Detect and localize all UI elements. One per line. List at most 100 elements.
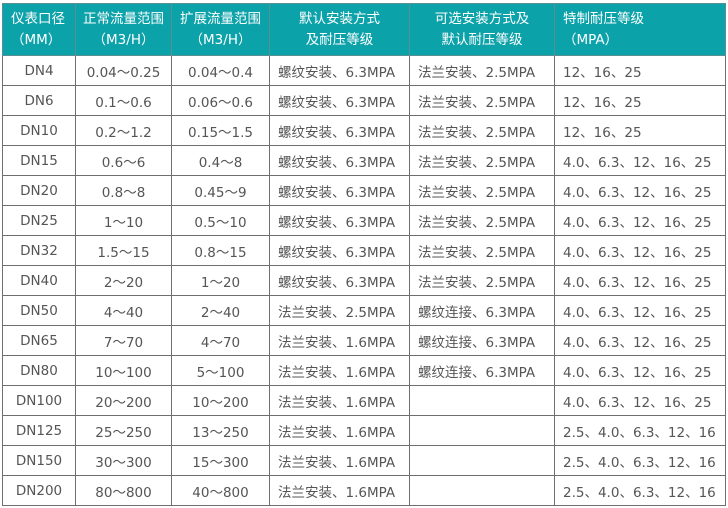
cell-extended-flow: 4～70 — [171, 325, 270, 356]
cell-special-pressure: 4.0、6.3、12、16、25 — [554, 295, 726, 326]
header-text-line1: 特制耐压等级 — [563, 10, 644, 27]
cell-caliber: DN150 — [2, 445, 76, 476]
table-body: DN4 0.04～0.25 0.04～0.4 螺纹安装、6.3MPA 法兰安装、2.5M… — [2, 55, 726, 506]
cell-special-pressure: 4.0、6.3、12、16、25 — [554, 175, 726, 206]
header-text-line1: 扩展流量范围 — [180, 10, 261, 27]
cell-normal-flow: 0.8～8 — [75, 175, 172, 206]
cell-normal-flow: 4～40 — [75, 295, 172, 326]
cell-optional-install: 法兰安装、2.5MPA — [409, 55, 555, 86]
cell-extended-flow: 0.8～15 — [171, 235, 270, 266]
cell-special-pressure: 12、16、25 — [554, 85, 726, 116]
cell-normal-flow: 10～100 — [75, 355, 172, 386]
table-row: DN20 0.8～8 0.45～9 螺纹安装、6.3MPA 法兰安装、2.5MPA 4.0… — [2, 175, 726, 206]
cell-caliber: DN50 — [2, 295, 76, 326]
cell-extended-flow: 0.5～10 — [171, 205, 270, 236]
table-row: DN32 1.5～15 0.8～15 螺纹安装、6.3MPA 法兰安装、2.5MPA 4.… — [2, 235, 726, 266]
cell-caliber: DN65 — [2, 325, 76, 356]
cell-optional-install: 螺纹连接、6.3MPA — [409, 295, 555, 326]
cell-caliber: DN40 — [2, 265, 76, 296]
cell-caliber: DN80 — [2, 355, 76, 386]
cell-default-install: 螺纹安装、6.3MPA — [269, 235, 410, 266]
cell-caliber: DN125 — [2, 415, 76, 446]
cell-normal-flow: 0.2～1.2 — [75, 115, 172, 146]
cell-optional-install: 螺纹连接、6.3MPA — [409, 325, 555, 356]
cell-special-pressure: 2.5、4.0、6.3、12、16 — [554, 415, 726, 446]
header-text-line1: 正常流量范围 — [83, 10, 164, 27]
cell-normal-flow: 7～70 — [75, 325, 172, 356]
table-row: DN125 25～250 13～250 法兰安装、1.6MPA 2.5、4.0、6.3、… — [2, 415, 726, 446]
cell-default-install: 螺纹安装、6.3MPA — [269, 175, 410, 206]
table-row: DN25 1～10 0.5～10 螺纹安装、6.3MPA 法兰安装、2.5MPA 4.0、… — [2, 205, 726, 236]
cell-extended-flow: 5～100 — [171, 355, 270, 386]
cell-normal-flow: 2～20 — [75, 265, 172, 296]
cell-caliber: DN6 — [2, 85, 76, 116]
cell-caliber: DN4 — [2, 55, 76, 86]
cell-default-install: 螺纹安装、6.3MPA — [269, 145, 410, 176]
cell-default-install: 法兰安装、1.6MPA — [269, 325, 410, 356]
table-row: DN15 0.6～6 0.4～8 螺纹安装、6.3MPA 法兰安装、2.5MPA 4.0、… — [2, 145, 726, 176]
header-extended-flow: 扩展流量范围 （M3/H） — [171, 3, 270, 56]
table-row: DN6 0.1～0.6 0.06～0.6 螺纹安装、6.3MPA 法兰安装、2.5MPA… — [2, 85, 726, 116]
header-text-line2: （MM） — [11, 31, 62, 48]
cell-extended-flow: 13～250 — [171, 415, 270, 446]
cell-normal-flow: 1.5～15 — [75, 235, 172, 266]
table-row: DN80 10～100 5～100 法兰安装、1.6MPA 螺纹连接、6.3MPA 4.0… — [2, 355, 726, 386]
cell-normal-flow: 0.1～0.6 — [75, 85, 172, 116]
cell-default-install: 法兰安装、1.6MPA — [269, 415, 410, 446]
table-row: DN65 7～70 4～70 法兰安装、1.6MPA 螺纹连接、6.3MPA 4.0、6.… — [2, 325, 726, 356]
cell-extended-flow: 0.15～1.5 — [171, 115, 270, 146]
cell-extended-flow: 1～20 — [171, 265, 270, 296]
header-text-line1: 仪表口径 — [11, 10, 65, 27]
cell-optional-install — [409, 445, 555, 476]
header-text-line2: （M3/H） — [189, 31, 252, 48]
header-caliber: 仪表口径 （MM） — [2, 3, 76, 56]
cell-default-install: 法兰安装、1.6MPA — [269, 385, 410, 416]
cell-optional-install: 法兰安装、2.5MPA — [409, 265, 555, 296]
cell-optional-install: 螺纹连接、6.3MPA — [409, 355, 555, 386]
header-normal-flow: 正常流量范围 （M3/H） — [75, 3, 172, 56]
cell-caliber: DN25 — [2, 205, 76, 236]
flowmeter-spec-table: 仪表口径 （MM） 正常流量范围 （M3/H） 扩展流量范围 （M3/H） 默认安装方式 及耐… — [2, 3, 726, 506]
cell-special-pressure: 4.0、6.3、12、16、25 — [554, 235, 726, 266]
cell-optional-install: 法兰安装、2.5MPA — [409, 205, 555, 236]
cell-extended-flow: 0.4～8 — [171, 145, 270, 176]
header-text-line2: （M3/H） — [92, 31, 155, 48]
cell-default-install: 螺纹安装、6.3MPA — [269, 85, 410, 116]
cell-optional-install — [409, 385, 555, 416]
header-default-install: 默认安装方式 及耐压等级 — [269, 3, 410, 56]
cell-special-pressure: 12、16、25 — [554, 55, 726, 86]
header-text-line1: 可选安装方式及 — [434, 10, 530, 27]
cell-normal-flow: 80～800 — [75, 475, 172, 506]
cell-normal-flow: 0.04～0.25 — [75, 55, 172, 86]
cell-special-pressure: 4.0、6.3、12、16、25 — [554, 145, 726, 176]
cell-caliber: DN15 — [2, 145, 76, 176]
cell-special-pressure: 4.0、6.3、12、16、25 — [554, 385, 726, 416]
cell-normal-flow: 25～250 — [75, 415, 172, 446]
cell-caliber: DN32 — [2, 235, 76, 266]
header-row: 仪表口径 （MM） 正常流量范围 （M3/H） 扩展流量范围 （M3/H） 默认安装方式 及耐… — [2, 3, 726, 56]
cell-optional-install — [409, 475, 555, 506]
cell-extended-flow: 10～200 — [171, 385, 270, 416]
cell-special-pressure: 2.5、4.0、6.3、12、16 — [554, 445, 726, 476]
header-optional-install: 可选安装方式及 默认耐压等级 — [409, 3, 555, 56]
table-row: DN40 2～20 1～20 螺纹安装、6.3MPA 法兰安装、2.5MPA 4.0、6.… — [2, 265, 726, 296]
cell-special-pressure: 2.5、4.0、6.3、12、16 — [554, 475, 726, 506]
cell-extended-flow: 2～40 — [171, 295, 270, 326]
cell-special-pressure: 4.0、6.3、12、16、25 — [554, 205, 726, 236]
table-row: DN200 80～800 40～800 法兰安装、1.6MPA 2.5、4.0、6.3、… — [2, 475, 726, 506]
cell-default-install: 螺纹安装、6.3MPA — [269, 265, 410, 296]
cell-default-install: 螺纹安装、6.3MPA — [269, 115, 410, 146]
cell-extended-flow: 40～800 — [171, 475, 270, 506]
cell-special-pressure: 4.0、6.3、12、16、25 — [554, 265, 726, 296]
cell-extended-flow: 0.45～9 — [171, 175, 270, 206]
cell-normal-flow: 20～200 — [75, 385, 172, 416]
cell-optional-install: 法兰安装、2.5MPA — [409, 235, 555, 266]
cell-caliber: DN20 — [2, 175, 76, 206]
cell-default-install: 法兰安装、1.6MPA — [269, 475, 410, 506]
cell-normal-flow: 1～10 — [75, 205, 172, 236]
cell-caliber: DN200 — [2, 475, 76, 506]
table-row: DN150 30～300 15～300 法兰安装、1.6MPA 2.5、4.0、6.3、… — [2, 445, 726, 476]
table-row: DN50 4～40 2～40 法兰安装、2.5MPA 螺纹连接、6.3MPA 4.0、6.… — [2, 295, 726, 326]
cell-normal-flow: 0.6～6 — [75, 145, 172, 176]
cell-default-install: 螺纹安装、6.3MPA — [269, 205, 410, 236]
